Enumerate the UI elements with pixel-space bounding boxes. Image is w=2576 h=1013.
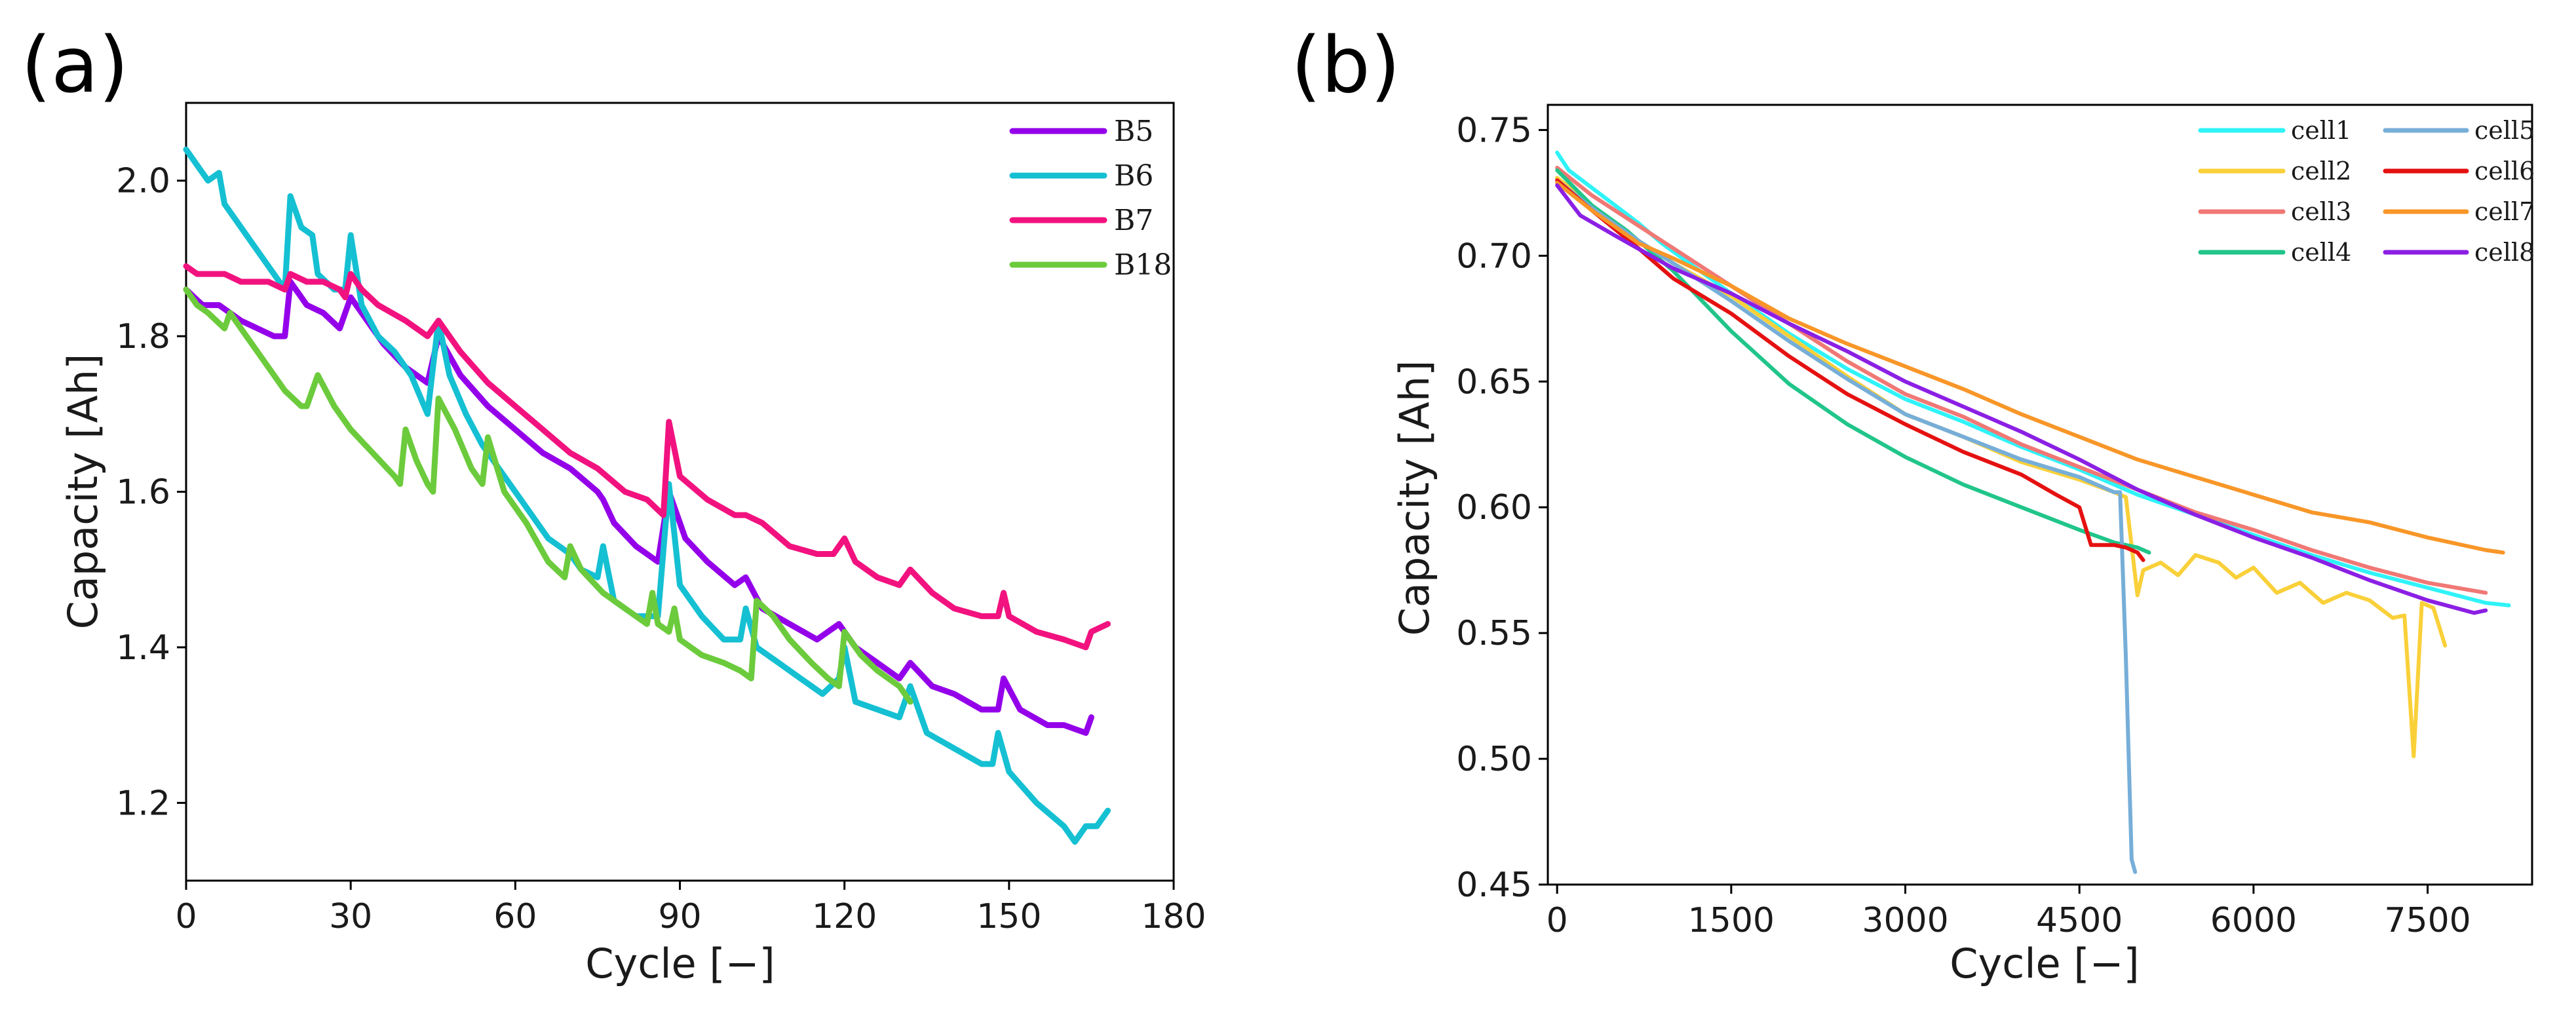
- panel-b: (b) 0 1500 3000 4500 6000 7500 0.45 0.50 0.55 0.6…: [1291, 20, 2535, 987]
- panel-b-legend-label-cell8: cell8: [2474, 238, 2535, 267]
- panel-a-x-tick-label: 90: [658, 897, 701, 936]
- panel-a-legend-label-b18: B18: [1114, 248, 1172, 282]
- panel-b-legend-label-cell6: cell6: [2474, 157, 2535, 185]
- panel-a-series: [183, 146, 1111, 845]
- panel-b-y-tick-label: 0.75: [1456, 111, 1532, 150]
- panel-a-x-tick-label: 150: [976, 897, 1041, 936]
- panel-b-series-cell6: [1555, 178, 2145, 562]
- panel-a-legend-label-b5: B5: [1114, 115, 1153, 148]
- panel-a: (a) 0 30 60 90 120 150 180 1.2 1.4 1.6 1.8 2.0 Cycl…: [21, 20, 1206, 987]
- panel-a-legend-label-b6: B6: [1114, 159, 1153, 193]
- panel-a-x-tick-label: 60: [493, 897, 537, 936]
- panel-a-y-tick-label: 1.2: [116, 784, 170, 823]
- panel-b-series-cell8: [1555, 183, 2488, 615]
- panel-a-x-axis-title: Cycle [−]: [585, 940, 775, 987]
- panel-b-legend-label-cell4: cell4: [2291, 238, 2351, 267]
- panel-b-plot-frame: [1547, 104, 2533, 886]
- panel-a-x-tick-label: 180: [1141, 897, 1206, 936]
- panel-a-label: (a): [21, 20, 128, 110]
- panel-b-series-cell7: [1555, 181, 2505, 555]
- panel-a-y-tick-label: 1.4: [116, 628, 170, 668]
- panel-b-y-tick-label: 0.50: [1456, 740, 1532, 779]
- panel-a-series-b7: [183, 263, 1111, 651]
- panel-a-y-axis-title: Capacity [Ah]: [59, 354, 107, 630]
- panel-b-x-tick-label: 7500: [2384, 901, 2470, 940]
- panel-b-legend: cell1 cell2 cell3 cell4 cell5 cell6 cell7 cell8: [2198, 116, 2535, 267]
- panel-b-x-tick-label: 6000: [2210, 901, 2297, 940]
- panel-b-legend-label-cell2: cell2: [2291, 157, 2351, 185]
- panel-a-series-b5: [183, 278, 1094, 736]
- panel-b-y-tick-label: 0.65: [1456, 362, 1532, 402]
- panel-b-x-axis-title: Cycle [−]: [1950, 940, 2139, 987]
- panel-b-legend-label-cell5: cell5: [2474, 116, 2535, 145]
- panel-b-label: (b): [1291, 20, 1400, 110]
- panel-a-y-tick-label: 2.0: [116, 162, 170, 201]
- panel-b-ticks: 0 1500 3000 4500 6000 7500 0.45 0.50 0.55 0.60 0.6…: [1456, 111, 2471, 940]
- panel-a-series-b18: [183, 286, 913, 705]
- panel-b-legend-label-cell7: cell7: [2474, 197, 2535, 226]
- panel-b-y-axis-title: Capacity [Ah]: [1391, 360, 1438, 636]
- panel-b-y-tick-label: 0.60: [1456, 488, 1532, 527]
- panel-a-ticks: 0 30 60 90 120 150 180 1.2 1.4 1.6 1.8 2.0: [116, 162, 1206, 936]
- panel-a-y-tick-label: 1.6: [116, 473, 170, 512]
- panel-b-series-cell2: [1555, 176, 2448, 759]
- panel-b-y-tick-label: 0.55: [1456, 614, 1532, 653]
- panel-a-series-b6: [183, 146, 1111, 845]
- panel-b-series: [1555, 150, 2511, 874]
- panel-a-x-tick-label: 0: [175, 897, 197, 936]
- panel-b-x-tick-label: 1500: [1688, 901, 1775, 940]
- panel-a-y-tick-label: 1.8: [116, 317, 170, 356]
- panel-b-series-cell5: [1555, 178, 2138, 874]
- panel-b-y-tick-label: 0.70: [1456, 237, 1532, 276]
- panel-a-x-tick-label: 30: [329, 897, 372, 936]
- panel-b-legend-label-cell3: cell3: [2291, 197, 2351, 226]
- panel-b-legend-label-cell1: cell1: [2291, 116, 2351, 145]
- panel-b-x-tick-label: 4500: [2036, 901, 2123, 940]
- panel-b-x-tick-label: 0: [1547, 901, 1568, 940]
- panel-b-x-tick-label: 3000: [1862, 901, 1948, 940]
- panel-a-legend-label-b7: B7: [1114, 204, 1153, 237]
- panel-a-legend: B5 B6 B7 B18: [1009, 115, 1172, 282]
- panel-b-series-cell1: [1555, 150, 2511, 607]
- panel-b-y-tick-label: 0.45: [1456, 866, 1532, 905]
- panel-a-x-tick-label: 120: [812, 897, 877, 936]
- panel-b-series-cell3: [1555, 166, 2488, 595]
